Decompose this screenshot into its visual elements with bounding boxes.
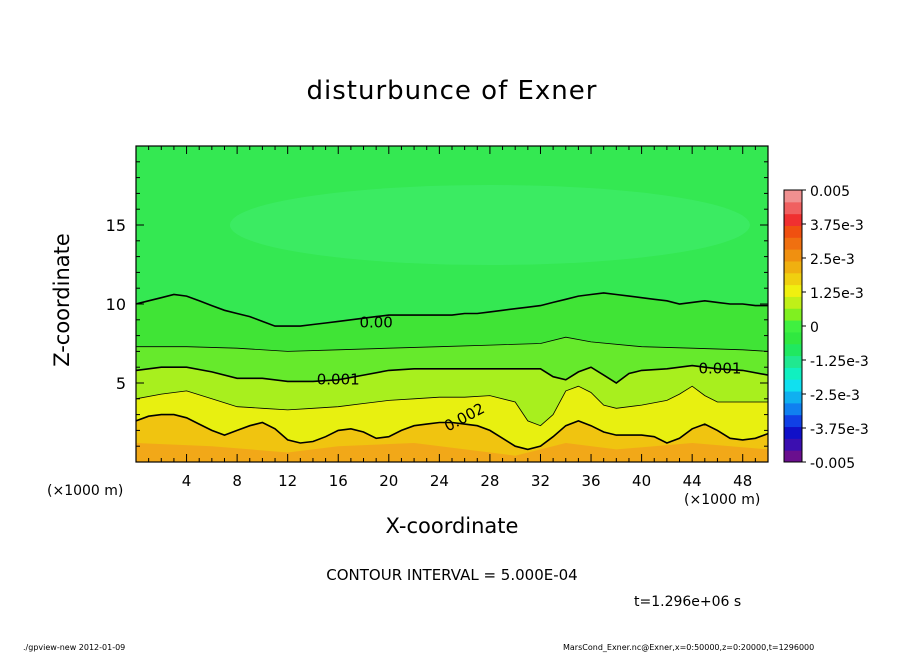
contour-line-2: [136, 364, 768, 384]
x-tick-label: 16: [329, 472, 348, 490]
colorbar-swatch: [784, 402, 802, 416]
colorbar-swatch: [784, 355, 802, 368]
colorbar-swatch: [784, 308, 802, 321]
y-tick-label: 15: [106, 216, 126, 235]
chart-title: disturbunce of Exner: [306, 76, 598, 106]
colorbar-swatch: [784, 450, 802, 463]
contour-label: 0.001: [317, 370, 360, 388]
colorbar-swatch: [784, 320, 802, 333]
band-upper-patch: [229, 185, 750, 265]
x-tick-label: 32: [531, 472, 550, 490]
x-tick-label: 28: [480, 472, 499, 490]
band-surface: [136, 443, 768, 462]
colorbar-swatch: [784, 426, 802, 439]
y-tick-label: 5: [116, 374, 126, 393]
colorbar-swatch: [784, 260, 802, 274]
x-tick-label: 40: [632, 472, 651, 490]
colorbar-label: 1.25e-3: [810, 286, 864, 302]
colorbar-swatch: [784, 331, 802, 345]
colorbar-swatch: [784, 201, 802, 215]
colorbar-label: -2.5e-3: [810, 388, 860, 404]
colorbar-swatch: [784, 379, 802, 392]
colorbar-swatch: [784, 296, 802, 309]
colorbar-label: 3.75e-3: [810, 218, 864, 234]
footer-right: MarsCond_Exner.nc@Exner,x=0:50000,z=0:20…: [563, 643, 815, 652]
x-axis-unit: (×1000 m): [684, 492, 761, 508]
colorbar-label: 0.005: [810, 184, 850, 200]
x-tick-label: 20: [379, 472, 398, 490]
contour-line-3: [136, 385, 768, 427]
colorbar-label: -1.25e-3: [810, 354, 869, 370]
colorbar-swatch: [784, 438, 802, 451]
x-tick-label: 44: [683, 472, 702, 490]
colorbar-swatch: [784, 237, 802, 250]
colorbar-swatch: [784, 367, 802, 380]
colorbar-swatch: [784, 190, 802, 203]
x-tick-label: 36: [581, 472, 600, 490]
x-axis-label: X-coordinate: [385, 514, 519, 538]
colorbar-swatch: [784, 343, 802, 357]
y-tick-label: 10: [106, 295, 126, 314]
contour-label: 0.00: [359, 313, 392, 331]
contour-line-0: [136, 292, 768, 327]
colorbar-label: 0: [810, 320, 819, 336]
x-tick-label: 12: [278, 472, 297, 490]
y-axis-unit: (×1000 m): [47, 483, 124, 499]
colorbar-swatch: [784, 272, 802, 286]
time-label: t=1.296e+06 s: [634, 594, 742, 610]
x-tick-label: 48: [733, 472, 752, 490]
colorbar-swatch: [784, 213, 802, 226]
contour-line-4: [136, 413, 768, 451]
contour-line-1: [136, 336, 768, 352]
colorbar-swatch: [784, 391, 802, 404]
colorbar-label: -0.005: [810, 456, 855, 472]
colorbar-swatch: [784, 414, 802, 428]
colorbar-label: 2.5e-3: [810, 252, 855, 268]
colorbar-swatch: [784, 284, 802, 297]
x-tick-label: 4: [182, 472, 192, 490]
x-tick-label: 24: [430, 472, 449, 490]
footer-left: ./gpview-new 2012-01-09: [23, 643, 126, 652]
contour-label: 0.001: [698, 359, 741, 377]
colorbar-swatch: [784, 225, 802, 238]
contour-interval-note: CONTOUR INTERVAL = 5.000E-04: [326, 566, 578, 584]
x-tick-label: 8: [232, 472, 242, 490]
colorbar-swatch: [784, 249, 802, 262]
colorbar-label: -3.75e-3: [810, 422, 869, 438]
